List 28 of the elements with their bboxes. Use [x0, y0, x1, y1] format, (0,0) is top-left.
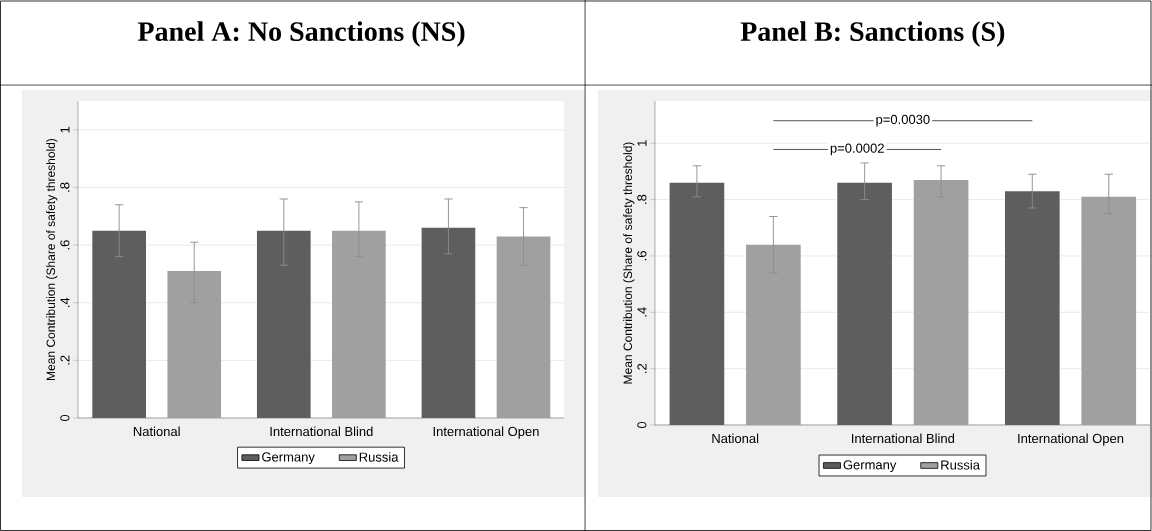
y-axis-title: Mean Contribution (Share of safety threshold) — [46, 138, 58, 380]
y-tick-label: .4 — [60, 297, 70, 307]
y-tick-label: 1 — [60, 126, 70, 133]
x-tick-label: International Blind — [270, 426, 373, 437]
y-tick-label: 1 — [637, 140, 647, 146]
y-tick-label: .6 — [637, 251, 647, 261]
x-tick-label: International Open — [1018, 433, 1124, 446]
legend-label: Germany — [262, 452, 315, 465]
x-tick-label: International Open — [433, 426, 539, 439]
y-tick-label: .8 — [637, 194, 647, 204]
legend-label: Germany — [843, 460, 897, 472]
y-tick-label: 0 — [60, 414, 70, 422]
legend-label: Russia — [941, 460, 980, 470]
y-tick-label: .2 — [637, 363, 647, 373]
y-axis-title: Mean Contribution (Share of safety threshold) — [623, 142, 635, 384]
x-tick-label: International Blind — [852, 433, 955, 444]
annotation: p=0.0002 — [830, 143, 884, 156]
annotation: p=0.0030 — [876, 114, 930, 127]
y-tick-label: .8 — [60, 182, 70, 192]
chart-title: Panel B: Sanctions (S) — [740, 21, 1005, 47]
chart-title: Panel A: No Sanctions (NS) — [137, 21, 465, 47]
x-tick-label: National — [133, 426, 180, 437]
y-tick-label: .6 — [60, 240, 70, 250]
y-tick-label: .2 — [60, 355, 70, 365]
y-tick-label: .4 — [637, 307, 647, 317]
x-tick-label: National — [712, 433, 759, 444]
legend-label: Russia — [359, 452, 399, 462]
y-tick-label: 0 — [637, 421, 647, 429]
